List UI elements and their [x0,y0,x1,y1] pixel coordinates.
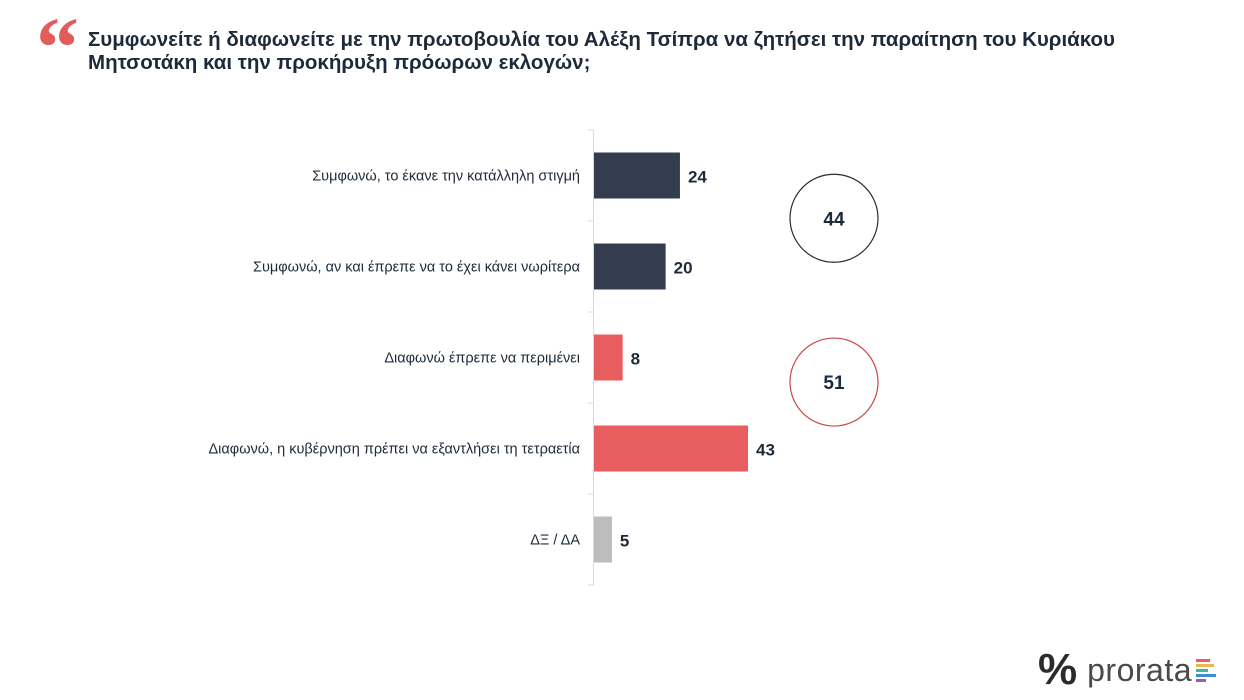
category-label: Συμφωνώ, αν και έπρεπε να το έχει κάνει … [253,260,580,276]
data-label: 24 [688,168,707,187]
category-label: Συμφωνώ, το έκανε την κατάλληλη στιγμή [312,169,580,185]
percent-icon: % [1037,645,1078,694]
bar [594,334,623,381]
total-label: 44 [823,209,845,230]
brand-logo: % prorata [1038,648,1216,692]
data-label: 43 [756,441,775,460]
brand-bars-icon [1196,658,1216,682]
category-label: Διαφωνώ έπρεπε να περιμένει [384,351,580,367]
chart-title: Συμφωνείτε ή διαφωνείτε με την πρωτοβουλ… [88,28,1115,74]
total-circle [789,173,879,263]
data-label: 5 [620,532,629,551]
total-label: 51 [823,373,845,394]
bar [594,425,748,472]
bar [594,243,666,290]
category-label: Διαφωνώ, η κυβέρνηση πρέπει να εξαντλήσε… [209,442,581,458]
data-label: 20 [674,259,693,278]
bar [594,516,612,563]
data-label: 8 [631,350,640,369]
bar [594,152,680,199]
category-label: ΔΞ / ΔΑ [530,533,580,549]
total-circle [789,337,879,427]
brand-name: prorata [1087,651,1192,688]
quote-icon: “ [36,0,79,95]
